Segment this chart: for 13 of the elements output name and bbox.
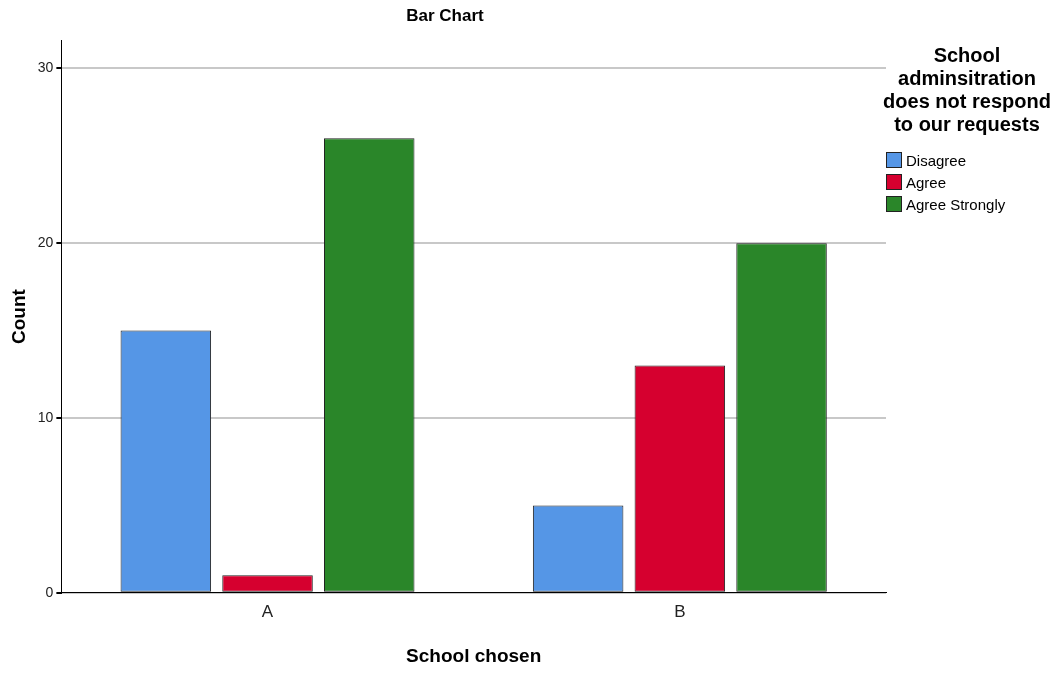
y-axis-title: Count (7, 288, 29, 345)
x-axis-title: School chosen (406, 644, 542, 666)
y-tick-label: 30 (37, 59, 54, 76)
y-tick-label: 20 (37, 234, 54, 251)
chart-title: Bar Chart (406, 5, 485, 25)
legend-label: Agree (906, 173, 947, 191)
y-tick-label: 0 (45, 583, 54, 600)
legend-title: School adminsitration does not respond to our requests (882, 44, 1052, 136)
y-tick-label: 10 (37, 408, 54, 425)
legend-label: Disagree (906, 151, 967, 169)
x-tick-label: A (261, 601, 274, 621)
legend-label: Agree Strongly (906, 195, 1006, 213)
x-tick-label: B (674, 601, 686, 621)
